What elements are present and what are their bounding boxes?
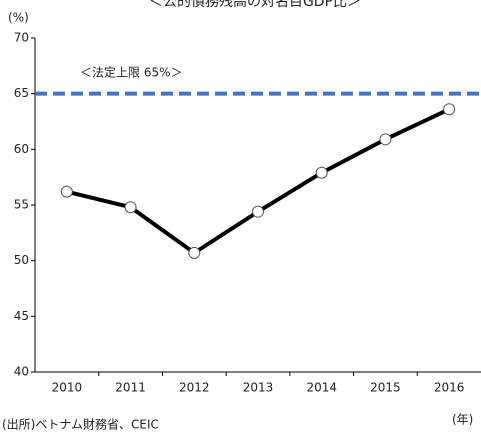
y-axis-label: (%) (8, 11, 29, 25)
x-tick-label: 2010 (52, 381, 83, 395)
annotation: ＜法定上限 65%＞ (80, 65, 183, 80)
point (60, 185, 73, 198)
x-tick-label: 2014 (306, 381, 337, 395)
point (124, 201, 137, 214)
point (188, 246, 201, 259)
chart-title: ＜公的債務残高の対名目GDP比＞ (149, 0, 361, 10)
source: (出所)ベトナム財務省、CEIC (2, 417, 159, 432)
point (252, 205, 264, 218)
x-tick-label: 2012 (179, 381, 210, 395)
x-tick-label: 2013 (243, 381, 274, 395)
point (315, 166, 328, 179)
point (379, 133, 392, 146)
x-axis-label: (年) (452, 413, 473, 427)
y-tick-label: 45 (14, 309, 29, 323)
x-tick-label: 2016 (434, 381, 465, 395)
y-tick-label: 50 (14, 253, 29, 267)
y-tick-label: 60 (14, 142, 29, 156)
y-tick-label: 40 (14, 365, 29, 379)
series-line (66, 107, 450, 255)
y-tick-label: 55 (14, 198, 29, 212)
y-tick-label: 65 (14, 86, 29, 100)
y-tick-label: 70 (14, 31, 29, 45)
point (443, 103, 456, 116)
x-tick-label: 2011 (115, 381, 146, 395)
x-tick-label: 2015 (370, 381, 401, 395)
